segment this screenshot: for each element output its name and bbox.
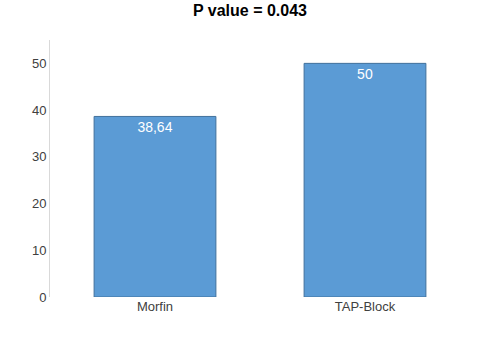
svg-text:20: 20 <box>32 196 46 211</box>
svg-text:40: 40 <box>32 103 46 118</box>
svg-text:0: 0 <box>39 290 46 305</box>
svg-text:TAP-Block: TAP-Block <box>335 299 396 314</box>
svg-text:P value = 0.043: P value = 0.043 <box>193 2 307 19</box>
svg-text:30: 30 <box>32 149 46 164</box>
svg-text:50: 50 <box>357 66 373 82</box>
svg-text:Morfin: Morfin <box>137 299 173 314</box>
svg-text:38,64: 38,64 <box>137 119 172 135</box>
svg-text:10: 10 <box>32 243 46 258</box>
svg-text:50: 50 <box>32 56 46 71</box>
